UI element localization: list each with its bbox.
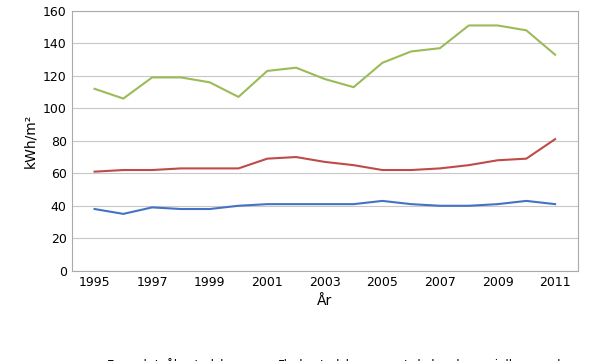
Flerbostadshus <box>293 155 300 159</box>
Lokal- och specialbyggnader <box>350 85 357 89</box>
Lokal- och specialbyggnader <box>206 80 213 84</box>
En- och tvåbostadshus <box>321 202 328 206</box>
X-axis label: År: År <box>317 294 333 308</box>
Flerbostadshus <box>235 166 242 171</box>
Flerbostadshus <box>148 168 156 172</box>
Flerbostadshus <box>120 168 127 172</box>
En- och tvåbostadshus <box>408 202 415 206</box>
Line: Lokal- och specialbyggnader: Lokal- och specialbyggnader <box>95 25 555 99</box>
En- och tvåbostadshus <box>263 202 271 206</box>
Legend: En- och tvåbostadshus, Flerbostadshus, Lokal- och specialbyggnader: En- och tvåbostadshus, Flerbostadshus, L… <box>72 355 578 361</box>
En- och tvåbostadshus <box>379 199 386 203</box>
En- och tvåbostadshus <box>523 199 530 203</box>
En- och tvåbostadshus <box>91 207 98 211</box>
Lokal- och specialbyggnader <box>91 87 98 91</box>
En- och tvåbostadshus <box>350 202 357 206</box>
Lokal- och specialbyggnader <box>120 96 127 101</box>
En- och tvåbostadshus <box>235 204 242 208</box>
Lokal- och specialbyggnader <box>263 69 271 73</box>
En- och tvåbostadshus <box>551 202 558 206</box>
Lokal- och specialbyggnader <box>408 49 415 53</box>
En- och tvåbostadshus <box>148 205 156 209</box>
En- och tvåbostadshus <box>178 207 185 211</box>
Lokal- och specialbyggnader <box>321 77 328 81</box>
Lokal- och specialbyggnader <box>379 61 386 65</box>
Lokal- och specialbyggnader <box>465 23 472 27</box>
Lokal- och specialbyggnader <box>523 28 530 32</box>
Lokal- och specialbyggnader <box>436 46 443 50</box>
Flerbostadshus <box>551 137 558 141</box>
En- och tvåbostadshus <box>465 204 472 208</box>
Flerbostadshus <box>408 168 415 172</box>
Flerbostadshus <box>465 163 472 167</box>
Lokal- och specialbyggnader <box>551 52 558 57</box>
Flerbostadshus <box>379 168 386 172</box>
Y-axis label: kWh/m²: kWh/m² <box>23 114 37 168</box>
Lokal- och specialbyggnader <box>293 66 300 70</box>
Flerbostadshus <box>436 166 443 171</box>
Flerbostadshus <box>178 166 185 171</box>
Lokal- och specialbyggnader <box>494 23 501 27</box>
En- och tvåbostadshus <box>206 207 213 211</box>
Line: Flerbostadshus: Flerbostadshus <box>95 139 555 171</box>
Flerbostadshus <box>206 166 213 171</box>
Flerbostadshus <box>321 160 328 164</box>
Lokal- och specialbyggnader <box>235 95 242 99</box>
Lokal- och specialbyggnader <box>148 75 156 79</box>
En- och tvåbostadshus <box>293 202 300 206</box>
En- och tvåbostadshus <box>494 202 501 206</box>
Flerbostadshus <box>523 156 530 161</box>
En- och tvåbostadshus <box>436 204 443 208</box>
En- och tvåbostadshus <box>120 212 127 216</box>
Flerbostadshus <box>350 163 357 167</box>
Flerbostadshus <box>494 158 501 162</box>
Flerbostadshus <box>91 169 98 174</box>
Lokal- och specialbyggnader <box>178 75 185 79</box>
Flerbostadshus <box>263 156 271 161</box>
Line: En- och tvåbostadshus: En- och tvåbostadshus <box>95 201 555 214</box>
